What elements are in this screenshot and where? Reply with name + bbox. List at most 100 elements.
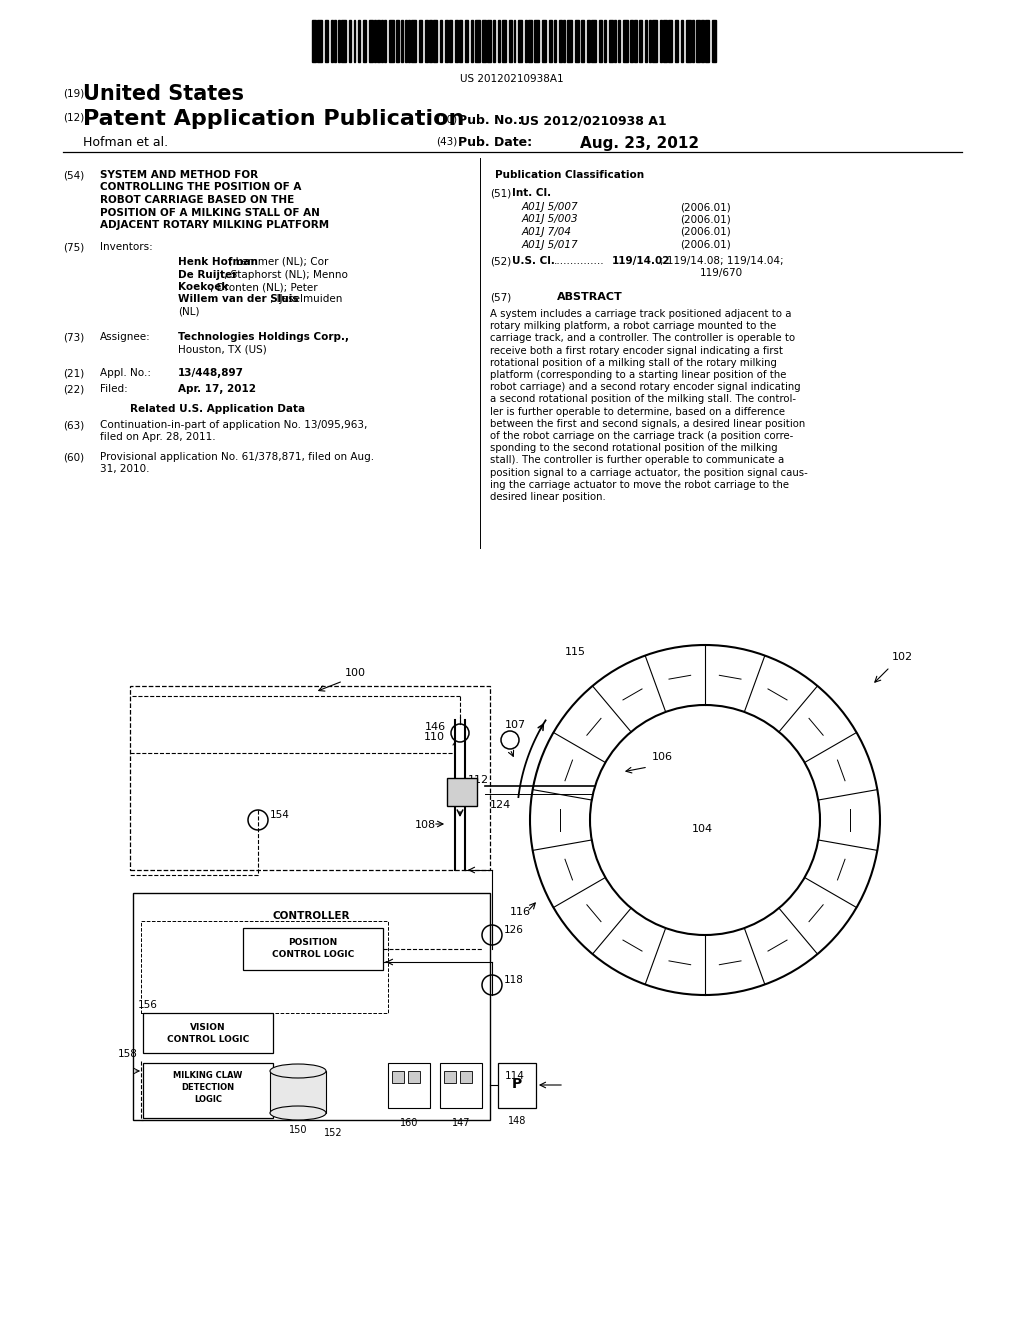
- Text: 118: 118: [504, 975, 524, 985]
- Text: 126: 126: [504, 925, 524, 935]
- Bar: [685, 20, 690, 62]
- Text: Filed:: Filed:: [100, 384, 128, 393]
- Text: receive both a first rotary encoder signal indicating a first: receive both a first rotary encoder sign…: [490, 346, 783, 355]
- Text: 13/448,897: 13/448,897: [178, 368, 244, 378]
- Bar: [133, 894, 490, 1119]
- Bar: [630, 20, 633, 62]
- Text: Provisional application No. 61/378,871, filed on Aug.: Provisional application No. 61/378,871, …: [100, 451, 374, 462]
- Text: , Staphorst (NL); Menno: , Staphorst (NL); Menno: [224, 269, 348, 280]
- Bar: [518, 20, 522, 62]
- Text: SYSTEM AND METHOD FOR: SYSTEM AND METHOD FOR: [100, 170, 258, 180]
- Bar: [660, 20, 662, 62]
- Bar: [609, 20, 612, 62]
- Bar: [591, 20, 596, 62]
- Bar: [528, 20, 531, 62]
- Bar: [357, 20, 360, 62]
- Bar: [634, 20, 637, 62]
- Text: 148: 148: [508, 1115, 526, 1126]
- Bar: [444, 20, 447, 62]
- Text: 147: 147: [452, 1118, 470, 1129]
- Text: 115: 115: [565, 647, 586, 657]
- Text: Apr. 17, 2012: Apr. 17, 2012: [178, 384, 256, 393]
- Bar: [440, 20, 441, 62]
- Bar: [143, 1063, 273, 1118]
- Text: platform (corresponding to a starting linear position of the: platform (corresponding to a starting li…: [490, 370, 786, 380]
- Bar: [599, 20, 602, 62]
- Bar: [502, 20, 506, 62]
- Text: 160: 160: [399, 1118, 418, 1129]
- Text: De Ruijter: De Ruijter: [178, 269, 238, 280]
- Text: , IJsselmuiden: , IJsselmuiden: [270, 294, 342, 305]
- Text: position signal to a carriage actuator, the position signal caus-: position signal to a carriage actuator, …: [490, 467, 808, 478]
- Text: 106: 106: [652, 752, 673, 762]
- Text: (54): (54): [63, 170, 84, 180]
- Circle shape: [590, 705, 820, 935]
- Text: Patent Application Publication: Patent Application Publication: [83, 110, 464, 129]
- Bar: [558, 20, 561, 62]
- Bar: [419, 20, 422, 62]
- Text: 107: 107: [505, 719, 526, 730]
- Bar: [408, 20, 410, 62]
- Bar: [465, 20, 468, 62]
- Text: ler is further operable to determine, based on a difference: ler is further operable to determine, ba…: [490, 407, 785, 417]
- Text: (57): (57): [490, 292, 511, 302]
- Bar: [317, 20, 322, 62]
- Text: US 20120210938A1: US 20120210938A1: [460, 74, 564, 84]
- Bar: [429, 20, 432, 62]
- Text: 152: 152: [324, 1129, 342, 1138]
- Text: ROBOT CARRIAGE BASED ON THE: ROBOT CARRIAGE BASED ON THE: [100, 195, 294, 205]
- Ellipse shape: [270, 1106, 326, 1119]
- Text: 154: 154: [270, 810, 290, 820]
- Text: 116: 116: [510, 907, 531, 917]
- Bar: [668, 20, 672, 62]
- Bar: [369, 20, 373, 62]
- Bar: [618, 20, 620, 62]
- Bar: [712, 20, 716, 62]
- Bar: [401, 20, 402, 62]
- Text: POSITION OF A MILKING STALL OF AN: POSITION OF A MILKING STALL OF AN: [100, 207, 319, 218]
- Text: United States: United States: [83, 84, 244, 104]
- Text: Technologies Holdings Corp.,: Technologies Holdings Corp.,: [178, 333, 349, 342]
- Bar: [338, 20, 340, 62]
- Text: (43): (43): [436, 136, 458, 147]
- Text: CONTROL LOGIC: CONTROL LOGIC: [167, 1035, 249, 1044]
- Text: VISION: VISION: [190, 1023, 226, 1032]
- Text: between the first and second signals, a desired linear position: between the first and second signals, a …: [490, 418, 805, 429]
- Bar: [374, 20, 376, 62]
- Text: Continuation-in-part of application No. 13/095,963,: Continuation-in-part of application No. …: [100, 420, 368, 430]
- Text: (75): (75): [63, 242, 84, 252]
- Bar: [581, 20, 584, 62]
- Text: Hofman et al.: Hofman et al.: [83, 136, 168, 149]
- Text: (73): (73): [63, 333, 84, 342]
- Text: 104: 104: [692, 824, 713, 834]
- Text: 102: 102: [892, 652, 913, 663]
- Text: 150: 150: [289, 1125, 307, 1135]
- Bar: [341, 20, 346, 62]
- Bar: [614, 20, 616, 62]
- Text: Related U.S. Application Data: Related U.S. Application Data: [130, 404, 305, 414]
- Bar: [243, 928, 383, 970]
- Bar: [270, 1071, 326, 1113]
- Bar: [567, 20, 572, 62]
- Bar: [349, 20, 350, 62]
- Bar: [554, 20, 555, 62]
- Text: stall). The controller is further operable to communicate a: stall). The controller is further operab…: [490, 455, 784, 466]
- Text: 146: 146: [425, 722, 446, 733]
- Bar: [392, 1071, 404, 1082]
- Bar: [389, 20, 394, 62]
- Text: LOGIC: LOGIC: [194, 1096, 222, 1104]
- Bar: [549, 20, 552, 62]
- Text: A01J 5/017: A01J 5/017: [522, 239, 579, 249]
- Text: POSITION: POSITION: [289, 939, 338, 946]
- Bar: [459, 20, 462, 62]
- Bar: [498, 20, 500, 62]
- Text: 119/14.02: 119/14.02: [612, 256, 671, 267]
- Text: (21): (21): [63, 368, 84, 378]
- Bar: [425, 20, 427, 62]
- Text: Henk Hofman: Henk Hofman: [178, 257, 258, 267]
- Bar: [444, 1071, 456, 1082]
- Bar: [312, 20, 315, 62]
- Text: 114: 114: [505, 1071, 525, 1081]
- Bar: [460, 1071, 472, 1082]
- Text: , Dronten (NL); Peter: , Dronten (NL); Peter: [210, 282, 317, 292]
